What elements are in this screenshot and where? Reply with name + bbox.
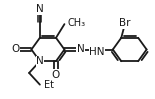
Text: HN: HN xyxy=(89,47,104,57)
Text: O: O xyxy=(52,70,60,80)
Text: Br: Br xyxy=(119,18,131,28)
Text: Et: Et xyxy=(44,80,54,90)
Text: O: O xyxy=(11,44,19,55)
Text: CH₃: CH₃ xyxy=(68,18,86,28)
Text: N: N xyxy=(36,56,44,66)
Text: N: N xyxy=(36,4,44,14)
Text: N: N xyxy=(77,44,84,55)
